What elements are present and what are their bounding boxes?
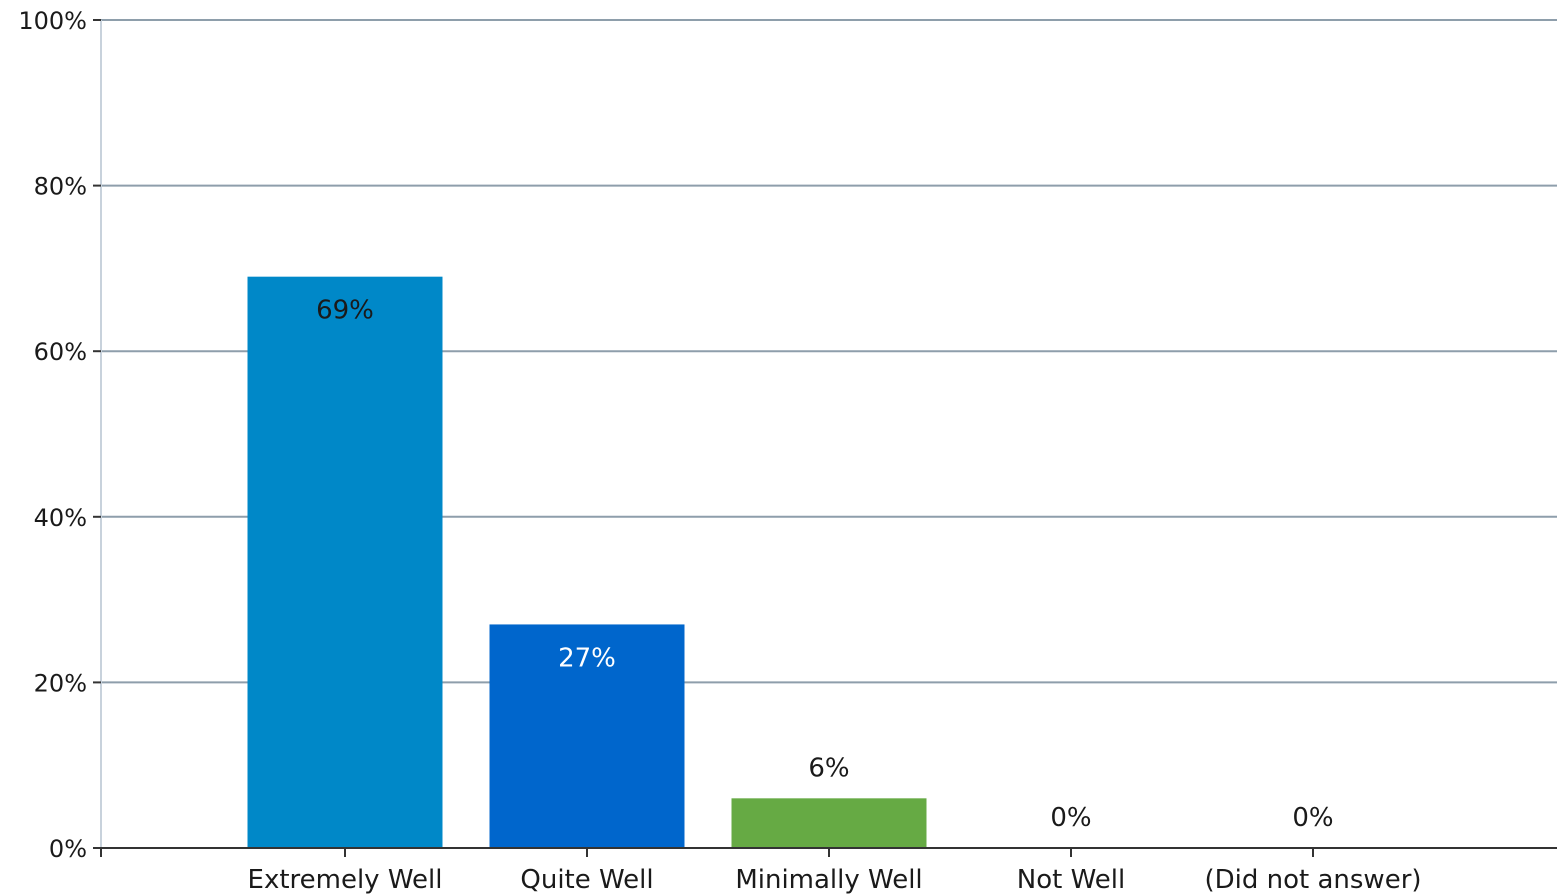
y-tick-label: 60% bbox=[34, 338, 87, 366]
x-tick-label: (Did not answer) bbox=[1204, 865, 1421, 895]
data-label: 0% bbox=[1292, 803, 1333, 833]
data-label: 69% bbox=[316, 296, 374, 326]
bar bbox=[489, 624, 685, 848]
data-label: 27% bbox=[558, 643, 616, 673]
x-axis-ticks: Extremely Well Quite Well Minimally Well No… bbox=[100, 848, 1422, 895]
x-tick-label: Extremely Well bbox=[248, 865, 443, 895]
data-label: 6% bbox=[808, 753, 849, 783]
data-labels: 69% 27% 6% 0% 0% bbox=[316, 296, 1334, 833]
bar bbox=[247, 276, 443, 848]
y-tick-label: 100% bbox=[18, 7, 87, 35]
y-tick-label: 20% bbox=[34, 669, 87, 697]
data-label: 0% bbox=[1050, 803, 1091, 833]
bars bbox=[247, 276, 927, 848]
bar bbox=[731, 798, 927, 848]
x-tick-label: Quite Well bbox=[520, 865, 653, 895]
y-tick-label: 40% bbox=[34, 504, 87, 532]
y-tick-label: 80% bbox=[34, 173, 87, 201]
x-tick-label: Not Well bbox=[1017, 865, 1125, 895]
y-tick-label: 0% bbox=[49, 835, 87, 863]
y-axis-ticks: 0% 20% 40% 60% 80% 100% bbox=[18, 7, 101, 863]
x-tick-label: Minimally Well bbox=[735, 865, 922, 895]
